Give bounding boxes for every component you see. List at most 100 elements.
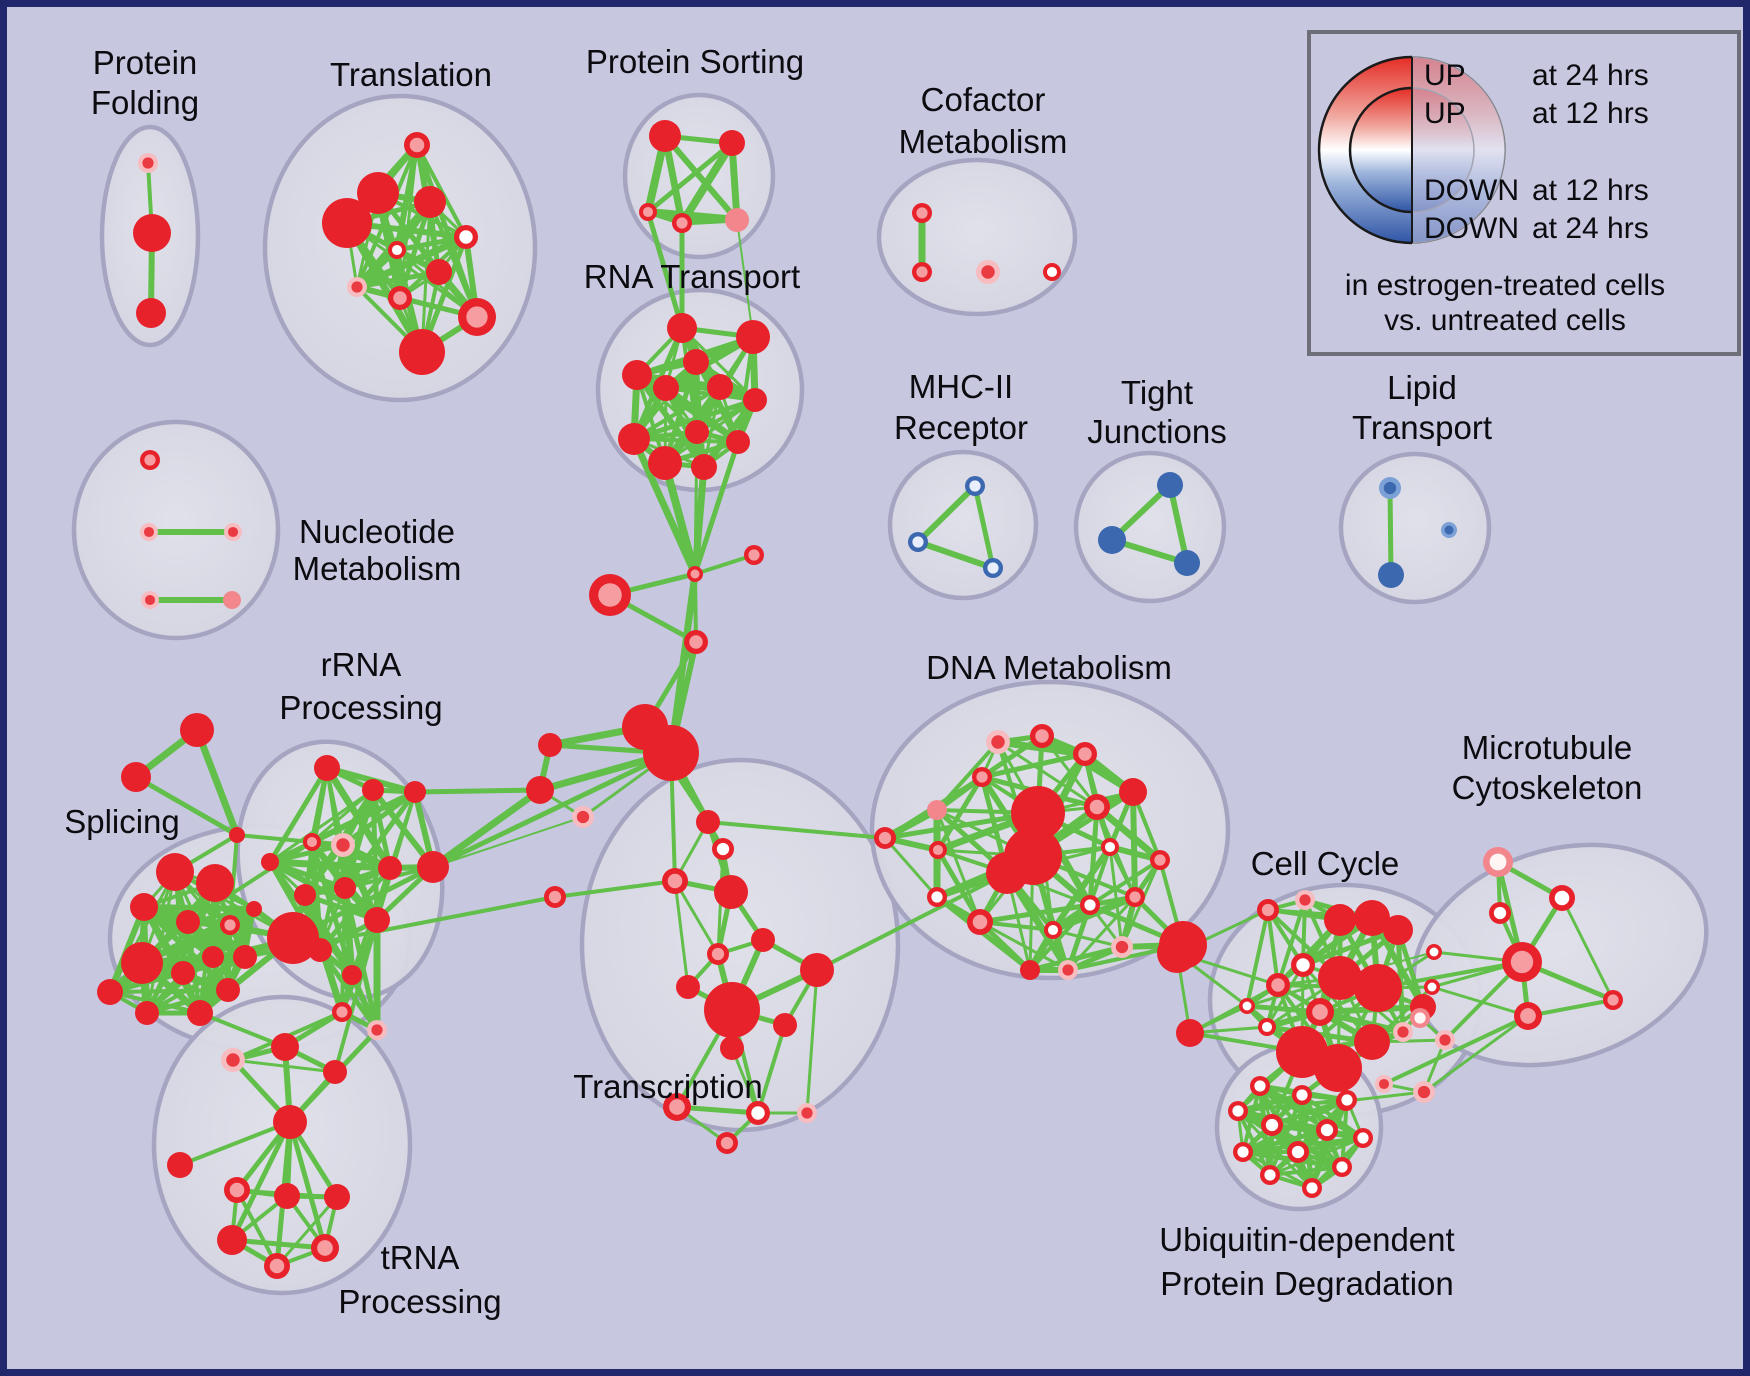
node-rr-11 <box>342 965 362 985</box>
node-cc-9 <box>1266 973 1290 997</box>
node-dm-17 <box>1080 895 1100 915</box>
edge-fr <box>667 570 699 757</box>
cluster-label-tj: Tight <box>1121 374 1193 411</box>
cluster-label-ub: Ubiquitin-dependent <box>1159 1221 1454 1258</box>
node-nu-1 <box>140 523 158 541</box>
node-tc-15 <box>716 1132 738 1154</box>
edge-cc <box>1245 908 1270 1008</box>
cluster-label-mt: Microtubule <box>1462 729 1633 766</box>
edge-fr <box>133 774 240 838</box>
node-rr-1 <box>362 779 384 801</box>
cluster-label-mt: Cytoskeleton <box>1452 769 1643 806</box>
edge-sp <box>141 904 257 912</box>
node-pf-1 <box>133 214 171 252</box>
node-tc-3 <box>714 875 748 909</box>
node-tc-9 <box>800 953 834 987</box>
legend-direction-label: UP <box>1424 59 1466 92</box>
node-rt-5 <box>707 374 733 400</box>
cluster-label-lp: Lipid <box>1387 369 1457 406</box>
node-tc-5 <box>707 943 729 965</box>
edge-inter <box>706 820 887 840</box>
legend-time-label: at 24 hrs <box>1532 59 1649 92</box>
node-sp-4 <box>220 915 240 935</box>
node-rr-12 <box>332 1002 352 1022</box>
node-ub-3 <box>1228 1101 1248 1121</box>
edge-dm <box>935 808 982 924</box>
node-dm-21 <box>1111 936 1133 958</box>
edge-tn <box>275 1195 339 1268</box>
cluster-label-nu: Nucleotide <box>299 513 455 550</box>
node-fr-0 <box>180 713 214 747</box>
edge-dm <box>883 836 939 899</box>
node-tl-3 <box>322 198 372 248</box>
edge-mh <box>915 539 996 571</box>
node-dm-1 <box>1030 724 1054 748</box>
edge-tn <box>229 1237 328 1251</box>
edge-tj <box>1167 482 1190 566</box>
node-mh-2 <box>983 558 1003 578</box>
node-tc-11 <box>720 1036 744 1060</box>
edge-tn <box>229 1119 293 1243</box>
edge-rr <box>349 972 380 1033</box>
node-tl-6 <box>426 259 452 285</box>
edge-dm <box>1130 789 1138 900</box>
node-mt-2 <box>1489 902 1511 924</box>
node-mt-11 <box>1413 1081 1435 1103</box>
node-rr-7 <box>294 884 316 906</box>
node-mt-8 <box>1410 1008 1430 1028</box>
edge-inter <box>370 787 436 870</box>
node-tn-4 <box>167 1152 193 1178</box>
edge-rr <box>267 765 330 865</box>
edge-inter <box>290 864 436 941</box>
node-cc-17 <box>1393 1022 1413 1042</box>
edge-ps <box>662 133 740 223</box>
edge-rr <box>309 789 418 845</box>
edge-mt <box>1430 985 1530 1018</box>
node-tn-5 <box>224 1177 250 1203</box>
edge-cc <box>1300 927 1401 968</box>
edge-inter <box>661 459 699 578</box>
node-ps-2 <box>639 203 657 221</box>
legend-glyph-outer-left-outline <box>1317 55 1413 245</box>
cluster-label-tc: Transcription <box>573 1068 763 1105</box>
node-dm-19 <box>1058 960 1078 980</box>
node-cf-0 <box>912 203 932 223</box>
edge-tc <box>673 879 720 956</box>
node-tn-8 <box>217 1225 247 1255</box>
node-rr-13 <box>367 1020 387 1040</box>
edge-rt <box>634 372 707 470</box>
edge-rr <box>309 839 393 871</box>
node-sp-6 <box>171 961 195 985</box>
edge-fr <box>193 726 241 839</box>
cluster-ellipse-mh <box>887 449 1039 601</box>
node-sp-13 <box>216 978 240 1002</box>
edge-inter <box>333 918 379 1074</box>
node-rt-3 <box>683 349 709 375</box>
legend-glyph-inner-left-outline <box>1348 86 1413 214</box>
edge-inter <box>412 787 543 795</box>
edge-mt <box>1344 1090 1426 1103</box>
node-rt-2 <box>622 360 652 390</box>
node-sp-1 <box>196 864 234 902</box>
edge-tl <box>354 269 442 290</box>
edge-tl <box>420 200 432 354</box>
node-ub-0 <box>1250 1076 1270 1096</box>
edge-dm <box>977 902 1093 925</box>
edge-rt <box>663 398 757 465</box>
node-sp-14 <box>246 901 262 917</box>
node-rr-4 <box>303 833 321 851</box>
node-dm-13 <box>986 852 1028 894</box>
edge-lp <box>1387 485 1394 578</box>
cluster-label-tl: Translation <box>330 56 492 93</box>
node-dm-5 <box>929 841 947 859</box>
cluster-label-tn: tRNA <box>381 1239 460 1276</box>
node-cc-6 <box>1383 915 1413 945</box>
edge-dm <box>979 733 1045 780</box>
node-sp-2 <box>130 893 158 921</box>
node-rt-0 <box>667 313 697 343</box>
node-fr-2 <box>229 827 245 843</box>
node-sp-5 <box>121 942 163 984</box>
edge-cc <box>1276 898 1307 987</box>
